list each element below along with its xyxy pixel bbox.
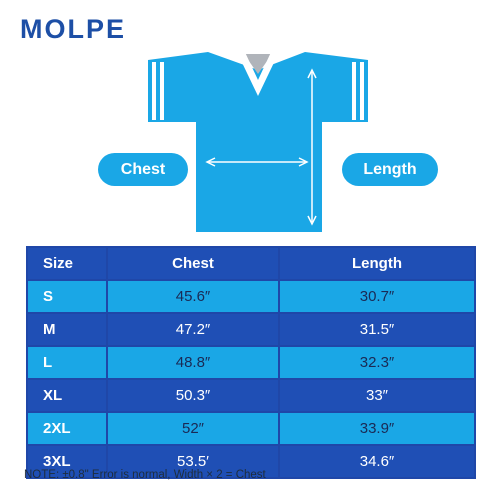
measurement-note: NOTE: ±0.8" Error is normal, Width × 2 =… [24, 469, 266, 481]
chest-cell: 45.6″ [106, 279, 280, 314]
length-cell: 30.7″ [278, 279, 476, 314]
length-cell: 34.6″ [278, 444, 476, 479]
size-cell: M [26, 312, 108, 347]
chest-cell: 53.5′ [106, 444, 280, 479]
right-sleeve-stripe [360, 62, 364, 120]
length-cell: 32.3″ [278, 345, 476, 380]
table-row: M 47.2″ 31.5″ [26, 312, 476, 347]
size-cell: 3XL [26, 444, 108, 479]
chest-cell: 47.2″ [106, 312, 280, 347]
size-cell: L [26, 345, 108, 380]
left-sleeve-stripe [152, 62, 156, 120]
collar-trim [236, 50, 280, 96]
length-cell: 33.9″ [278, 411, 476, 446]
length-label: Length [342, 153, 438, 186]
chest-cell: 48.8″ [106, 345, 280, 380]
header-length: Length [278, 246, 476, 281]
table-header-row: Size Chest Length [26, 246, 476, 281]
table-row: 3XL 53.5′ 34.6″ [26, 444, 476, 479]
header-chest: Chest [106, 246, 280, 281]
brand-logo: MOLPE [20, 14, 127, 44]
table-row: L 48.8″ 32.3″ [26, 345, 476, 380]
right-sleeve-stripe [352, 62, 356, 120]
table-row: 2XL 52″ 33.9″ [26, 411, 476, 446]
table-row: XL 50.3″ 33″ [26, 378, 476, 413]
size-chart-table: Size Chest Length S 45.6″ 30.7″ M 47.2″ … [26, 246, 476, 479]
table-row: S 45.6″ 30.7″ [26, 279, 476, 314]
length-cell: 33″ [278, 378, 476, 413]
size-cell: S [26, 279, 108, 314]
left-sleeve-stripe [160, 62, 164, 120]
header-size: Size [26, 246, 108, 281]
length-cell: 31.5″ [278, 312, 476, 347]
chest-label: Chest [98, 153, 188, 186]
size-cell: XL [26, 378, 108, 413]
size-cell: 2XL [26, 411, 108, 446]
collar-back [244, 54, 272, 74]
chest-cell: 50.3″ [106, 378, 280, 413]
jersey-shape [148, 52, 368, 232]
jersey-diagram [148, 50, 368, 232]
chest-cell: 52″ [106, 411, 280, 446]
